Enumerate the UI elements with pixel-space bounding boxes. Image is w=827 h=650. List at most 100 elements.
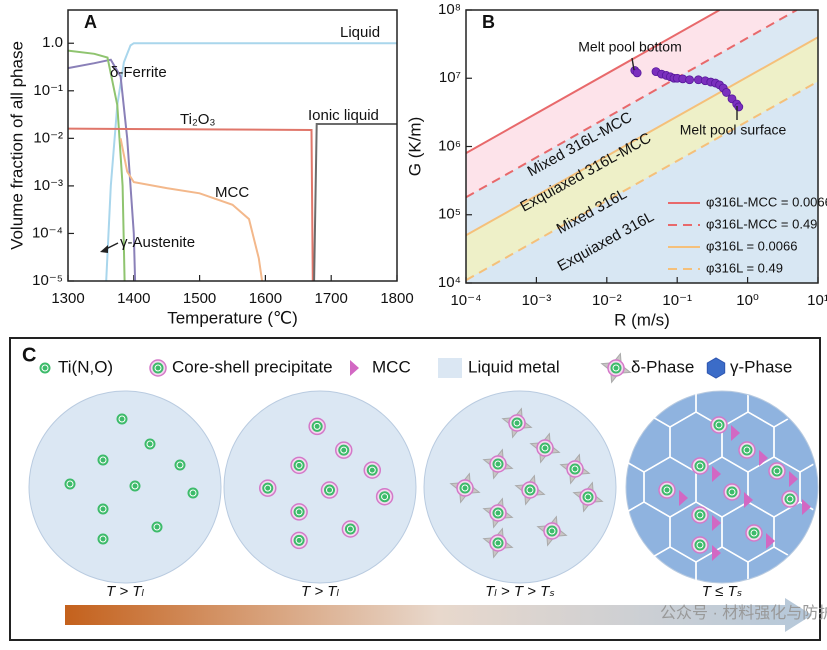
ti-core [100, 506, 106, 512]
watermark: 公众号 · 材料强化与防护 [660, 604, 827, 622]
mcc [766, 533, 775, 549]
annotation: Melt pool surface [680, 122, 787, 138]
x-tick-label: 10⁰ [736, 292, 759, 309]
y-tick-label: 10⁶ [438, 137, 461, 154]
x-tick-label: 1600 [249, 290, 282, 307]
ti-core [787, 496, 793, 502]
y-tick-label: 10⁻³ [33, 177, 63, 194]
mcc [759, 450, 768, 466]
series-line [67, 58, 137, 282]
x-tick-label: 1700 [315, 290, 348, 307]
ti-core [462, 485, 468, 491]
series-line [119, 138, 264, 282]
ti-core [697, 512, 703, 518]
ti-core [67, 481, 73, 487]
ti-core [296, 462, 302, 468]
series-lines [466, 10, 818, 282]
mcc [789, 471, 798, 487]
panel-label: B [482, 12, 495, 32]
series-line [466, 10, 798, 199]
series-line [313, 123, 397, 282]
ti-core [154, 524, 160, 530]
ti-core [774, 468, 780, 474]
ti-core [42, 365, 48, 371]
ti-core [585, 494, 591, 500]
legend-label: δ-Phase [631, 357, 694, 376]
x-tick-label: 1500 [183, 290, 216, 307]
series-lines [67, 42, 397, 282]
x-tick-label: 10⁻¹ [662, 292, 692, 309]
y-tick-label: 10⁻² [33, 129, 63, 146]
series-label: MCC [215, 184, 249, 201]
series-label: Liquid [340, 24, 380, 41]
stage-circle [28, 390, 222, 584]
liquid-swatch [438, 358, 462, 378]
ti-core [744, 447, 750, 453]
ti-core [716, 422, 722, 428]
mcc [679, 490, 688, 506]
data-point [685, 75, 694, 85]
ti-core [495, 510, 501, 516]
series-line [105, 42, 397, 282]
x-tick-label: 1300 [51, 290, 84, 307]
y-tick-label: 10⁴ [438, 274, 461, 291]
fills [466, 10, 818, 283]
ti-core [613, 365, 619, 371]
legend-label: Liquid metal [468, 357, 560, 376]
gamma-phase [706, 357, 726, 379]
ti-core [664, 487, 670, 493]
y-axis-label: G (K/m) [405, 117, 424, 177]
panel-a: 1300 1400 1500 1600 1700 1800 10⁻⁵ 10⁻⁴ 10⁻³ 10⁻²… [7, 9, 414, 327]
y-tick-label: 10⁵ [438, 206, 461, 223]
series-line [67, 49, 126, 282]
ti-core [119, 416, 125, 422]
mcc [744, 492, 753, 508]
x-tick-label: 10⁻⁴ [450, 292, 481, 309]
y-tick-label: 10⁻⁵ [32, 272, 63, 289]
series-label: Ionic liquid [308, 107, 379, 124]
ti-core [697, 463, 703, 469]
legend-label: φ316L-MCC = 0.49 [706, 216, 817, 231]
annotation-arrow [631, 57, 635, 71]
y-tick-label: 10⁷ [439, 69, 461, 86]
ti-core [729, 489, 735, 495]
mcc [731, 425, 740, 441]
series-line [466, 36, 818, 237]
mcc [712, 466, 721, 482]
y-tick-label: 1.0 [42, 34, 63, 51]
series-label: δ-Ferrite [110, 64, 167, 81]
ti-core [495, 461, 501, 467]
x-tick-label: 1800 [380, 290, 413, 307]
grain [799, 456, 816, 518]
legend-label: MCC [372, 357, 411, 376]
ti-core [147, 441, 153, 447]
annotation-arrowhead [100, 245, 108, 253]
x-tick-label: 1400 [117, 290, 150, 307]
temperature-arrow [65, 598, 812, 632]
ti-core [100, 536, 106, 542]
mcc [712, 545, 721, 561]
mcc [712, 515, 721, 531]
y-axis-label: Volume fraction of all phase [7, 41, 26, 250]
series-line [466, 80, 818, 282]
data-point [734, 102, 744, 112]
panel-label: A [84, 12, 97, 32]
mcc [350, 360, 359, 376]
ti-core [100, 457, 106, 463]
ti-core [296, 537, 302, 543]
ti-core [369, 467, 375, 473]
stage-label: T > Tₗ [106, 583, 144, 600]
ti-core [314, 423, 320, 429]
panel-b: 10⁻⁴ 10⁻³ 10⁻² 10⁻¹ 10⁰ 10¹ 10⁴ 10⁵ 10⁶ 10⁷ 10⁸ B R … [405, 1, 827, 330]
ti-core [697, 542, 703, 548]
data-point [722, 88, 731, 97]
ti-core [327, 487, 332, 493]
panel-label: C [22, 344, 36, 366]
series-line [67, 127, 314, 282]
stage-circle [625, 390, 819, 584]
legend-label: φ316L = 0.49 [706, 260, 783, 275]
plot-area [68, 10, 397, 281]
ti-core [382, 494, 388, 500]
ti-core [265, 485, 271, 491]
